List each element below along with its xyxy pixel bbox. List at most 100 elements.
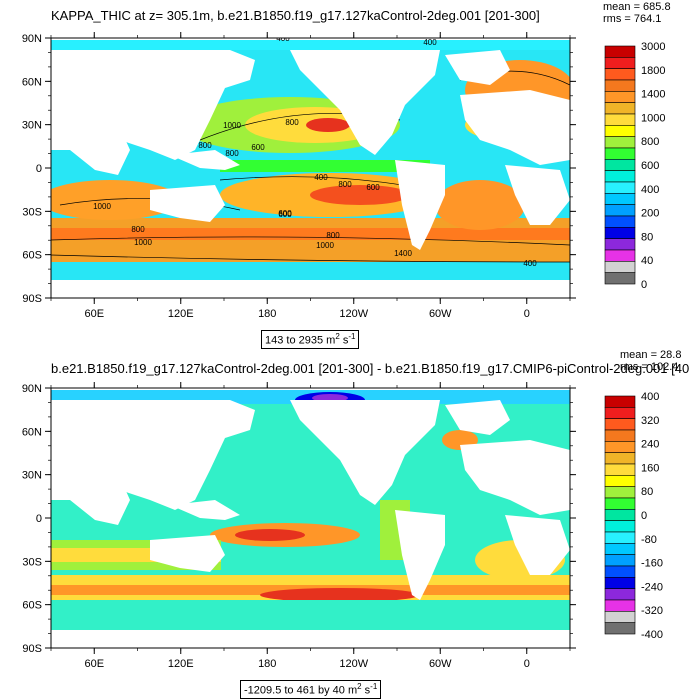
contour-label: 800 [285,118,299,127]
colorbar-swatch [604,395,636,408]
lat-label: 30N [22,120,42,132]
colorbar-swatch [604,441,636,453]
colorbar-label: -160 [641,558,663,570]
colorbar-swatch [604,486,636,499]
lat-label: 0 [36,163,42,175]
panel-b-range-unit: s [361,684,371,697]
panel-a-range-text: 143 to 2935 m [265,334,336,347]
panel-b-range-box: -1209.5 to 461 by 40 m2 s-1 [240,680,382,699]
lat-label: 0 [36,513,42,525]
colorbar-swatch [604,509,636,521]
colorbar-label: 3000 [641,41,665,53]
panel-b-map [51,388,570,648]
colorbar-swatch [604,181,636,194]
contour-label: 800 [326,231,340,240]
contour-label: 400 [276,34,290,43]
colorbar-swatch [604,418,636,431]
colorbar-swatch [604,599,636,612]
colorbar-label: 600 [641,160,659,172]
panel-b-colorbar: 400 320 240 160 80 0 -80 -160 -240 -320 -400 [604,391,663,641]
panel-a-range-box: 143 to 2935 m2 s-1 [261,330,360,349]
lat-label: 60N [22,76,42,88]
panel-b-rms: rms = 102.4 [620,361,678,373]
contour-label: 1000 [93,202,111,211]
panel-a-axes: 90N 60N 30N 0 30S 60S 90S 60E 120E 180 120W 60W 0 [22,32,576,320]
colorbar-swatch [604,79,636,92]
colorbar-label: 80 [641,231,653,243]
panel-difference: b.e21.B1850.f19_g17.127kaControl-2deg.00… [22,349,689,670]
contour-label: 600 [278,210,292,219]
colorbar-label: 1000 [641,112,665,124]
lon-label: 60E [84,658,104,670]
colorbar-swatch [604,193,636,205]
lat-label: 90N [22,33,42,45]
contour-label: 1000 [134,238,152,247]
lon-label: 120E [168,308,194,320]
contour-label: 800 [338,180,352,189]
colorbar-swatch [604,102,636,115]
panel-b-mean: mean = 28.8 [620,349,681,361]
panel-b-range-sup: 2 [357,682,362,691]
colorbar-swatch [604,136,636,149]
panel-b-title: b.e21.B1850.f19_g17.127kaControl-2deg.00… [51,361,689,376]
colorbar-label: 240 [641,439,659,451]
lon-label: 180 [258,308,276,320]
lat-label: 30S [22,206,42,218]
lat-label: 60S [22,250,42,262]
contour-label: 800 [131,225,145,234]
colorbar-swatch [604,475,636,487]
panel-a-mean: mean = 685.8 [603,1,671,13]
colorbar-swatch [604,91,636,103]
colorbar-label: -240 [641,581,663,593]
colorbar-swatch [604,611,636,623]
colorbar-swatch [604,238,636,251]
colorbar-swatch [604,159,636,171]
contour-label: 400 [314,173,328,182]
colorbar-swatch [604,452,636,465]
colorbar-swatch [604,520,636,533]
lon-label: 0 [524,658,530,670]
lat-label: 60N [22,426,42,438]
colorbar-swatch [604,45,636,58]
colorbar-swatch [604,113,636,126]
colorbar-swatch [604,588,636,601]
colorbar-label: -400 [641,629,663,641]
colorbar-label: 160 [641,462,659,474]
colorbar-swatch [604,463,636,476]
lon-label: 120W [339,308,368,320]
lon-label: 60W [429,658,452,670]
contour-label: 1400 [394,249,412,258]
panel-a-range-unit: s [339,334,349,347]
colorbar-label: 200 [641,208,659,220]
lon-label: 60E [84,308,104,320]
colorbar-swatch [604,147,636,160]
lon-label: 120W [339,658,368,670]
colorbar-swatch [604,261,636,273]
colorbar-swatch [604,531,636,544]
panel-a-title: KAPPA_THIC at z= 305.1m, b.e21.B1850.f19… [51,8,540,23]
colorbar-swatch [604,125,636,137]
colorbar-swatch [604,543,636,555]
lat-label: 90S [22,643,42,655]
colorbar-swatch [604,249,636,262]
colorbar-swatch [604,215,636,228]
contour-label: 400 [423,38,437,47]
colorbar-swatch [604,554,636,567]
lon-label: 180 [258,658,276,670]
lon-label: 120E [168,658,194,670]
colorbar-swatch [604,429,636,442]
lat-label: 90S [22,293,42,305]
contour-label: 1000 [316,241,334,250]
contour-label: 400 [523,259,537,268]
lon-label: 60W [429,308,452,320]
lat-label: 90N [22,383,42,395]
colorbar-label: 800 [641,136,659,148]
panel-kappa-thic: KAPPA_THIC at z= 305.1m, b.e21.B1850.f19… [22,1,671,320]
colorbar-swatch [604,68,636,81]
colorbar-label: 1400 [641,89,665,101]
panel-b-range-text: -1209.5 to 461 by 40 m [244,684,358,697]
colorbar-label: 320 [641,415,659,427]
